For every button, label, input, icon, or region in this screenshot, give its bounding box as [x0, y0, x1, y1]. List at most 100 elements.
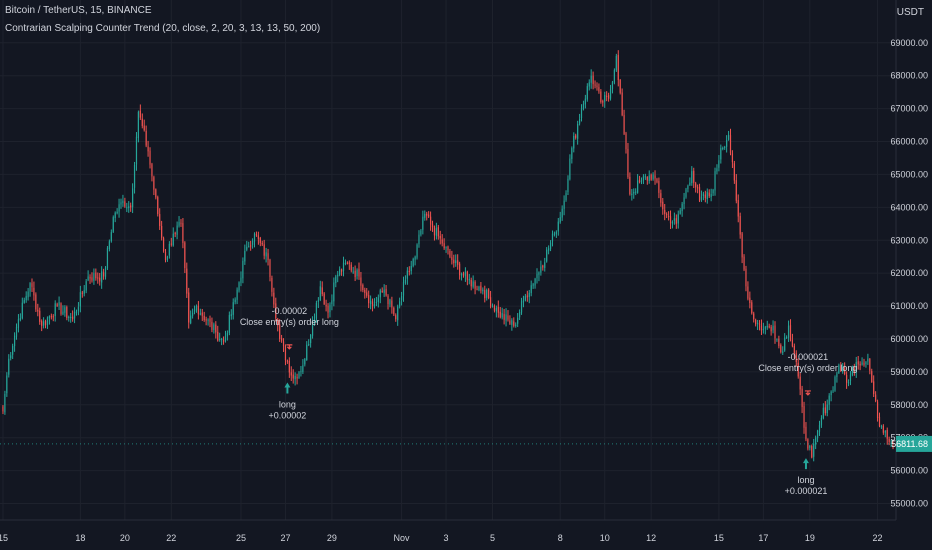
candle: [168, 241, 170, 259]
candle: [515, 322, 517, 328]
x-tick-label: 15: [714, 533, 724, 543]
candle: [607, 92, 610, 102]
candle: [671, 220, 674, 229]
candle: [422, 210, 424, 235]
x-tick-label: 12: [646, 533, 656, 543]
candle: [592, 71, 594, 90]
candle: [44, 319, 47, 329]
candle: [700, 190, 703, 202]
candle: [853, 363, 855, 376]
candle: [795, 350, 797, 367]
candle: [267, 248, 269, 266]
candle: [66, 305, 68, 321]
candle: [859, 361, 861, 371]
candle: [459, 261, 461, 280]
candle: [666, 212, 668, 219]
candle: [263, 239, 265, 260]
candle: [683, 192, 685, 210]
candle: [648, 170, 650, 184]
candle: [615, 53, 617, 72]
candle: [466, 270, 468, 286]
candle: [27, 288, 29, 301]
candle: [35, 292, 37, 312]
candle: [73, 307, 76, 324]
candle: [803, 401, 805, 434]
candle: [354, 265, 356, 282]
candle: [176, 221, 178, 240]
candle: [681, 201, 683, 217]
candle: [315, 300, 318, 323]
candle: [393, 306, 395, 317]
candle: [408, 266, 410, 276]
candle: [439, 230, 441, 245]
candle: [720, 144, 722, 164]
candle: [428, 211, 430, 219]
candle: [414, 255, 416, 266]
entry-signal[interactable]: long+0.00002: [269, 382, 307, 420]
candle: [368, 290, 370, 309]
candle: [447, 245, 449, 255]
candle: [395, 313, 397, 322]
symbol-title[interactable]: Bitcoin / TetherUS, 15, BINANCE: [5, 5, 152, 16]
indicator-title[interactable]: Contrarian Scalping Counter Trend (20, c…: [5, 23, 321, 34]
candle: [855, 356, 857, 378]
candle: [190, 310, 192, 325]
candle: [265, 247, 267, 263]
candle: [387, 294, 389, 310]
candle: [333, 277, 335, 307]
candle: [878, 412, 881, 428]
candle: [712, 188, 714, 196]
candle: [232, 298, 234, 320]
candle: [124, 197, 126, 208]
candle: [313, 313, 316, 326]
candle: [350, 262, 352, 273]
candle: [273, 287, 275, 309]
candle: [37, 303, 39, 317]
entry-arrow-icon: [284, 382, 291, 394]
candle: [602, 99, 604, 107]
candle: [619, 78, 621, 95]
candle: [596, 82, 598, 91]
candle: [162, 236, 165, 253]
candle: [460, 272, 463, 281]
candle: [836, 371, 838, 383]
candle: [646, 176, 648, 185]
candle: [513, 317, 515, 328]
candle: [149, 147, 151, 169]
candle: [4, 390, 6, 415]
candle: [317, 297, 319, 308]
candle: [582, 100, 585, 111]
candle: [876, 399, 879, 422]
candle: [563, 195, 565, 216]
candle: [275, 297, 277, 322]
entry-signal[interactable]: long+0.000021: [785, 458, 828, 496]
candle: [644, 173, 646, 180]
candle: [884, 430, 886, 438]
candle: [650, 173, 652, 181]
candle: [344, 259, 347, 266]
candle: [782, 346, 784, 355]
candle: [248, 241, 250, 248]
candle: [400, 291, 403, 306]
candle: [518, 309, 521, 321]
candle: [72, 310, 74, 322]
candle: [133, 161, 136, 194]
candle: [352, 266, 354, 274]
candle: [108, 239, 110, 252]
candle: [637, 174, 639, 194]
entry-label: long: [797, 475, 814, 485]
candle: [691, 166, 693, 186]
y-tick-label: 55000.00: [890, 499, 928, 509]
y-tick-label: 58000.00: [890, 400, 928, 410]
x-tick-label: 25: [236, 533, 246, 543]
candle: [534, 277, 536, 289]
candle: [79, 285, 81, 313]
x-tick-label: 19: [805, 533, 815, 543]
candle: [851, 365, 853, 377]
candle: [170, 237, 172, 247]
last-price-tag[interactable]: [896, 435, 932, 452]
candle: [242, 257, 244, 284]
